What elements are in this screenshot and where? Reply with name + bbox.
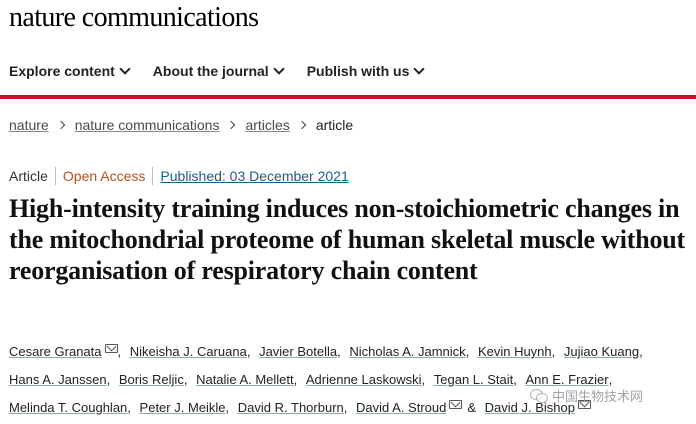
author-item: Cesare Granata, bbox=[9, 338, 126, 366]
author-name-link[interactable]: Nicholas A. Jamnick bbox=[349, 344, 466, 359]
author-separator: , bbox=[183, 372, 188, 387]
author-item: Nikeisha J. Caruana, bbox=[130, 338, 256, 366]
author-name-link[interactable]: Kevin Huynh bbox=[477, 344, 552, 359]
author-name-link[interactable]: Nikeisha J. Caruana bbox=[129, 344, 247, 359]
author-item: Melinda T. Coughlan, bbox=[9, 394, 136, 422]
author-separator: , bbox=[127, 400, 131, 415]
published-date-link[interactable]: Published: 03 December 2021 bbox=[160, 168, 349, 184]
author-separator: , bbox=[608, 372, 613, 387]
nav-publish-with-us[interactable]: Publish with us bbox=[306, 61, 426, 81]
author-item: Natalie A. Mellett, bbox=[196, 366, 302, 394]
author-name-link[interactable]: Ann E. Frazier bbox=[525, 372, 609, 387]
breadcrumb-current: article bbox=[315, 117, 354, 133]
author-ampersand: & bbox=[467, 400, 477, 415]
author-item: Tegan L. Stait, bbox=[434, 366, 522, 394]
nav-about-journal[interactable]: About the journal bbox=[152, 61, 285, 81]
author-separator: , bbox=[465, 344, 470, 359]
author-separator: , bbox=[246, 344, 251, 359]
author-name-link[interactable]: Boris Reljic bbox=[118, 372, 184, 387]
author-item: David A. Stroud & bbox=[356, 394, 481, 422]
author-separator: , bbox=[293, 372, 298, 387]
author-separator: , bbox=[421, 372, 426, 387]
author-separator: , bbox=[551, 344, 556, 359]
author-list: Cesare Granata, Nikeisha J. Caruana, Jav… bbox=[9, 338, 689, 422]
author-name-link[interactable]: David A. Stroud bbox=[356, 400, 447, 415]
author-item: Jujiao Kuang, bbox=[564, 338, 648, 366]
email-icon[interactable] bbox=[577, 399, 591, 409]
divider bbox=[54, 167, 56, 185]
author-item: Nicholas A. Jamnick, bbox=[349, 338, 474, 366]
chevron-right-icon bbox=[227, 120, 236, 130]
author-separator: , bbox=[106, 372, 111, 387]
author-item: David R. Thorburn, bbox=[238, 394, 353, 422]
author-item: David J. Bishop bbox=[485, 394, 591, 422]
nav-label: About the journal bbox=[152, 63, 269, 79]
chevron-right-icon bbox=[56, 120, 65, 130]
chevron-down-icon bbox=[273, 63, 285, 75]
nav-label: Publish with us bbox=[306, 63, 410, 79]
nav-label: Explore content bbox=[9, 63, 115, 79]
author-item: Kevin Huynh, bbox=[478, 338, 560, 366]
author-item: Peter J. Meikle, bbox=[140, 394, 235, 422]
author-separator: , bbox=[639, 344, 643, 359]
header-accent-bar bbox=[0, 95, 696, 99]
article-title: High-intensity training induces non-stoi… bbox=[9, 194, 685, 285]
breadcrumb: nature nature communications articles ar… bbox=[9, 117, 353, 133]
breadcrumb-nature[interactable]: nature bbox=[9, 117, 49, 133]
site-logo[interactable]: nature communications bbox=[9, 2, 259, 33]
breadcrumb-articles[interactable]: articles bbox=[245, 117, 290, 133]
email-icon[interactable] bbox=[449, 399, 463, 409]
wechat-icon bbox=[530, 388, 548, 403]
author-item: Javier Botella, bbox=[259, 338, 346, 366]
author-separator: , bbox=[337, 344, 341, 359]
author-name-link[interactable]: Tegan L. Stait bbox=[433, 372, 514, 387]
open-access-badge: Open Access bbox=[62, 168, 146, 184]
chevron-down-icon bbox=[119, 63, 131, 75]
author-name-link[interactable]: Hans A. Janssen bbox=[9, 372, 107, 387]
author-name-link[interactable]: Adrienne Laskowski bbox=[305, 372, 422, 387]
watermark: 中国生物技术网 bbox=[530, 386, 643, 405]
author-name-link[interactable]: Cesare Granata bbox=[9, 344, 102, 359]
nav-explore-content[interactable]: Explore content bbox=[9, 61, 131, 81]
breadcrumb-nature-communications[interactable]: nature communications bbox=[74, 117, 220, 133]
author-name-link[interactable]: David R. Thorburn bbox=[237, 400, 344, 415]
divider bbox=[152, 167, 154, 185]
chevron-down-icon bbox=[413, 63, 426, 75]
article-meta: Article Open Access Published: 03 Decemb… bbox=[9, 167, 349, 185]
author-item: Boris Reljic, bbox=[119, 366, 193, 394]
author-name-link[interactable]: Peter J. Meikle bbox=[139, 400, 226, 415]
author-separator: , bbox=[225, 400, 230, 415]
author-name-link[interactable]: Melinda T. Coughlan bbox=[9, 400, 128, 415]
main-nav: Explore content About the journal Publis… bbox=[9, 61, 426, 81]
author-name-link[interactable]: Natalie A. Mellett bbox=[196, 372, 294, 387]
article-type: Article bbox=[9, 168, 48, 184]
author-separator: , bbox=[117, 344, 122, 359]
author-item: Ann E. Frazier, bbox=[526, 366, 618, 394]
email-icon[interactable] bbox=[104, 343, 118, 353]
author-name-link[interactable]: Javier Botella bbox=[259, 344, 338, 359]
author-item: Hans A. Janssen, bbox=[9, 366, 115, 394]
author-separator: , bbox=[513, 372, 517, 387]
author-item: Adrienne Laskowski, bbox=[306, 366, 430, 394]
author-name-link[interactable]: David J. Bishop bbox=[484, 400, 575, 415]
author-separator: , bbox=[343, 400, 348, 415]
watermark-text: 中国生物技术网 bbox=[552, 389, 644, 404]
chevron-right-icon bbox=[297, 120, 307, 130]
author-name-link[interactable]: Jujiao Kuang bbox=[563, 344, 640, 359]
